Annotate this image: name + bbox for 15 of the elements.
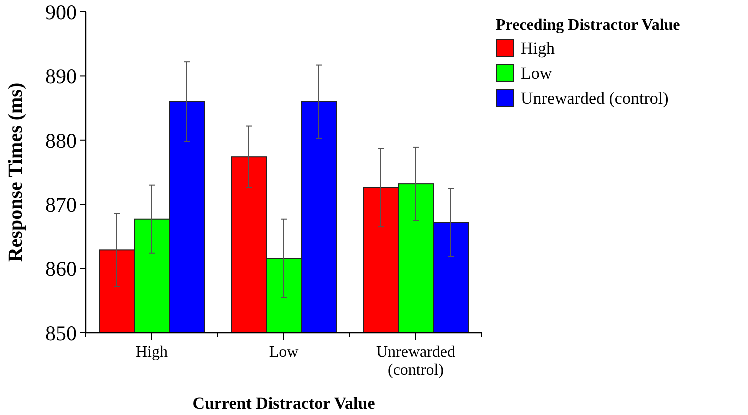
x-tick-label: High: [136, 344, 168, 361]
y-tick-label: 880: [46, 128, 77, 153]
y-tick-label: 850: [46, 321, 77, 346]
x-axis-title: Current Distractor Value: [192, 394, 376, 413]
y-tick-label: 860: [46, 257, 77, 282]
x-tick-label: Low: [269, 344, 300, 361]
y-tick-label: 900: [46, 0, 77, 24]
legend-label: Low: [521, 64, 553, 83]
y-tick-label: 870: [46, 192, 77, 217]
legend-label: High: [521, 39, 556, 58]
y-axis-title: Response Times (ms): [5, 82, 27, 262]
y-tick-label: 890: [46, 64, 77, 89]
legend-label: Unrewarded (control): [521, 89, 669, 108]
legend-title: Preceding Distractor Value: [496, 17, 680, 34]
x-tick-label: Unrewarded (control): [376, 344, 456, 379]
